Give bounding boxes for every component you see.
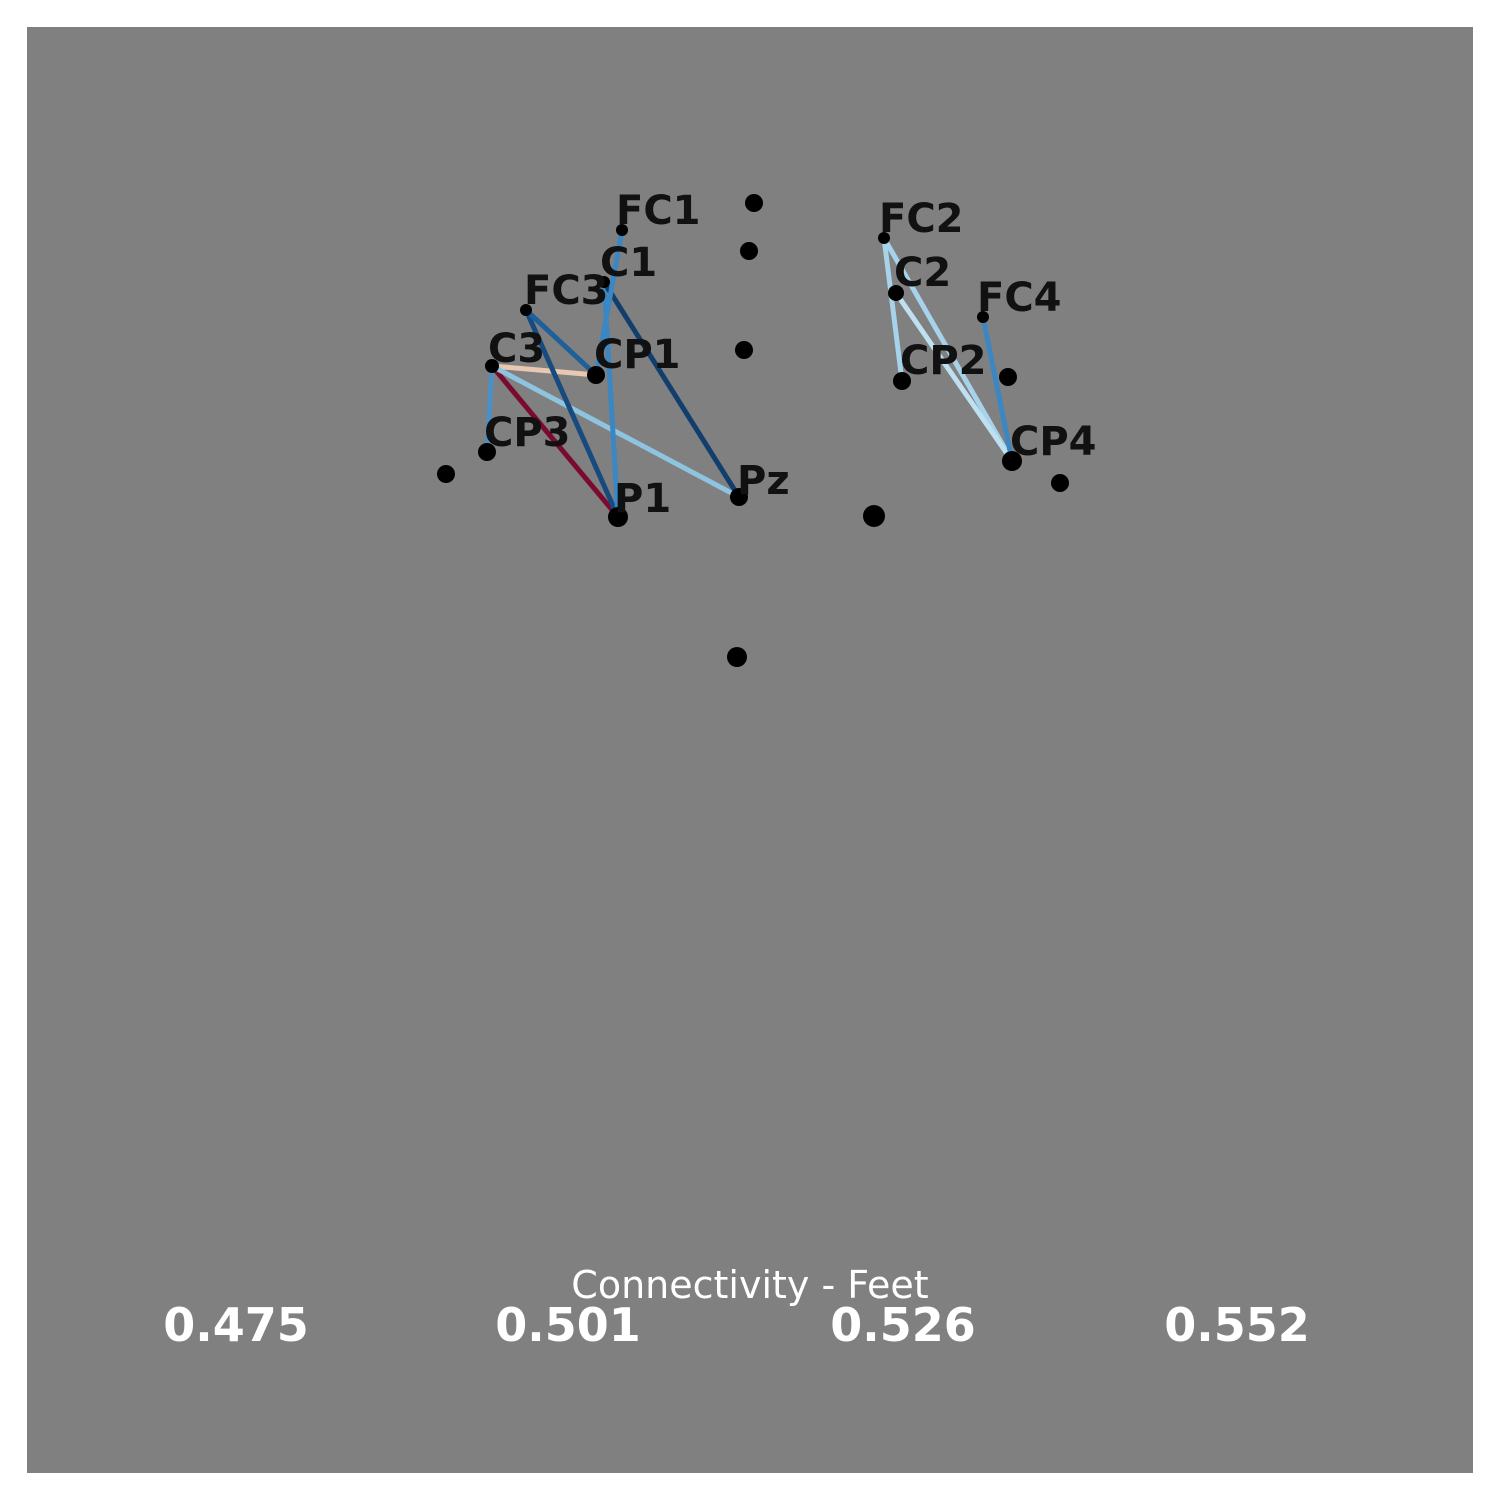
connection-c3-cp3 xyxy=(484,363,495,455)
sensor-marker-fc2 xyxy=(878,232,890,244)
sensor-marker-unlabeled-17 xyxy=(437,465,455,483)
connection-fc4-cp4 xyxy=(980,314,1015,464)
sensor-marker-unlabeled-18 xyxy=(863,505,885,527)
connection-fc3-cp1 xyxy=(523,307,599,378)
sensor-marker-unlabeled-15 xyxy=(735,341,753,359)
scale-tick-3: 0.526 xyxy=(830,1298,976,1352)
connection-c3-p1 xyxy=(489,363,621,520)
connection-fc3-p1 xyxy=(523,307,621,520)
scale-tick-1: 0.475 xyxy=(163,1298,309,1352)
scale-tick-2: 0.501 xyxy=(495,1298,641,1352)
sensor-marker-c2 xyxy=(888,285,904,301)
sensor-marker-c3 xyxy=(485,359,499,373)
sensor-marker-unlabeled-13 xyxy=(745,194,763,212)
sensors-layer xyxy=(437,194,1069,667)
connectivity-scale: Connectivity - Feet 0.475 0.501 0.526 0.… xyxy=(163,1263,1310,1352)
sensor-marker-p1 xyxy=(608,507,628,527)
sensor-marker-unlabeled-20 xyxy=(727,647,747,667)
sensor-marker-cp1 xyxy=(587,366,605,384)
sensor-label-fc1: FC1 xyxy=(616,188,701,234)
sensor-label-cp2: CP2 xyxy=(900,338,987,384)
sensor-marker-unlabeled-16 xyxy=(999,368,1017,386)
sensor-label-p1: P1 xyxy=(614,476,671,522)
sensor-marker-c1 xyxy=(598,276,610,288)
render-panel xyxy=(27,27,1473,1473)
sensor-label-c1: C1 xyxy=(600,240,657,286)
sensor-marker-fc1 xyxy=(616,224,628,236)
connection-fc2-cp2 xyxy=(881,235,905,384)
sensor-marker-cp3 xyxy=(478,443,496,461)
scale-tick-4: 0.552 xyxy=(1164,1298,1310,1352)
sensor-marker-fc4 xyxy=(977,311,989,323)
connection-fc2-cp4 xyxy=(881,235,1015,464)
sensor-marker-cp4 xyxy=(1002,451,1022,471)
sensor-label-cp1: CP1 xyxy=(594,332,681,378)
sensor-label-c3: C3 xyxy=(488,326,545,372)
sensor-marker-unlabeled-14 xyxy=(740,242,758,260)
sensor-marker-pz xyxy=(730,488,748,506)
sensor-label-fc4: FC4 xyxy=(977,275,1062,321)
connection-c2-cp4 xyxy=(893,290,1015,464)
sensor-marker-cp2 xyxy=(893,372,911,390)
connection-c1-pz xyxy=(601,279,742,500)
scale-title: Connectivity - Feet xyxy=(571,1263,928,1307)
sensor-marker-fc3 xyxy=(520,304,532,316)
sensor-label-c2: C2 xyxy=(894,250,951,296)
connections-layer xyxy=(484,227,1015,520)
sensor-label-fc3: FC3 xyxy=(524,268,609,314)
sensor-label-cp4: CP4 xyxy=(1010,419,1097,465)
sensor-marker-unlabeled-19 xyxy=(1051,474,1069,492)
connection-fc1-cp1 xyxy=(593,227,625,378)
sensor-label-pz: Pz xyxy=(737,458,790,504)
sensor-label-fc2: FC2 xyxy=(879,196,964,242)
sensor-label-cp3: CP3 xyxy=(484,410,571,456)
connection-c3-pz xyxy=(489,363,742,500)
connection-c3-cp1 xyxy=(489,363,599,378)
